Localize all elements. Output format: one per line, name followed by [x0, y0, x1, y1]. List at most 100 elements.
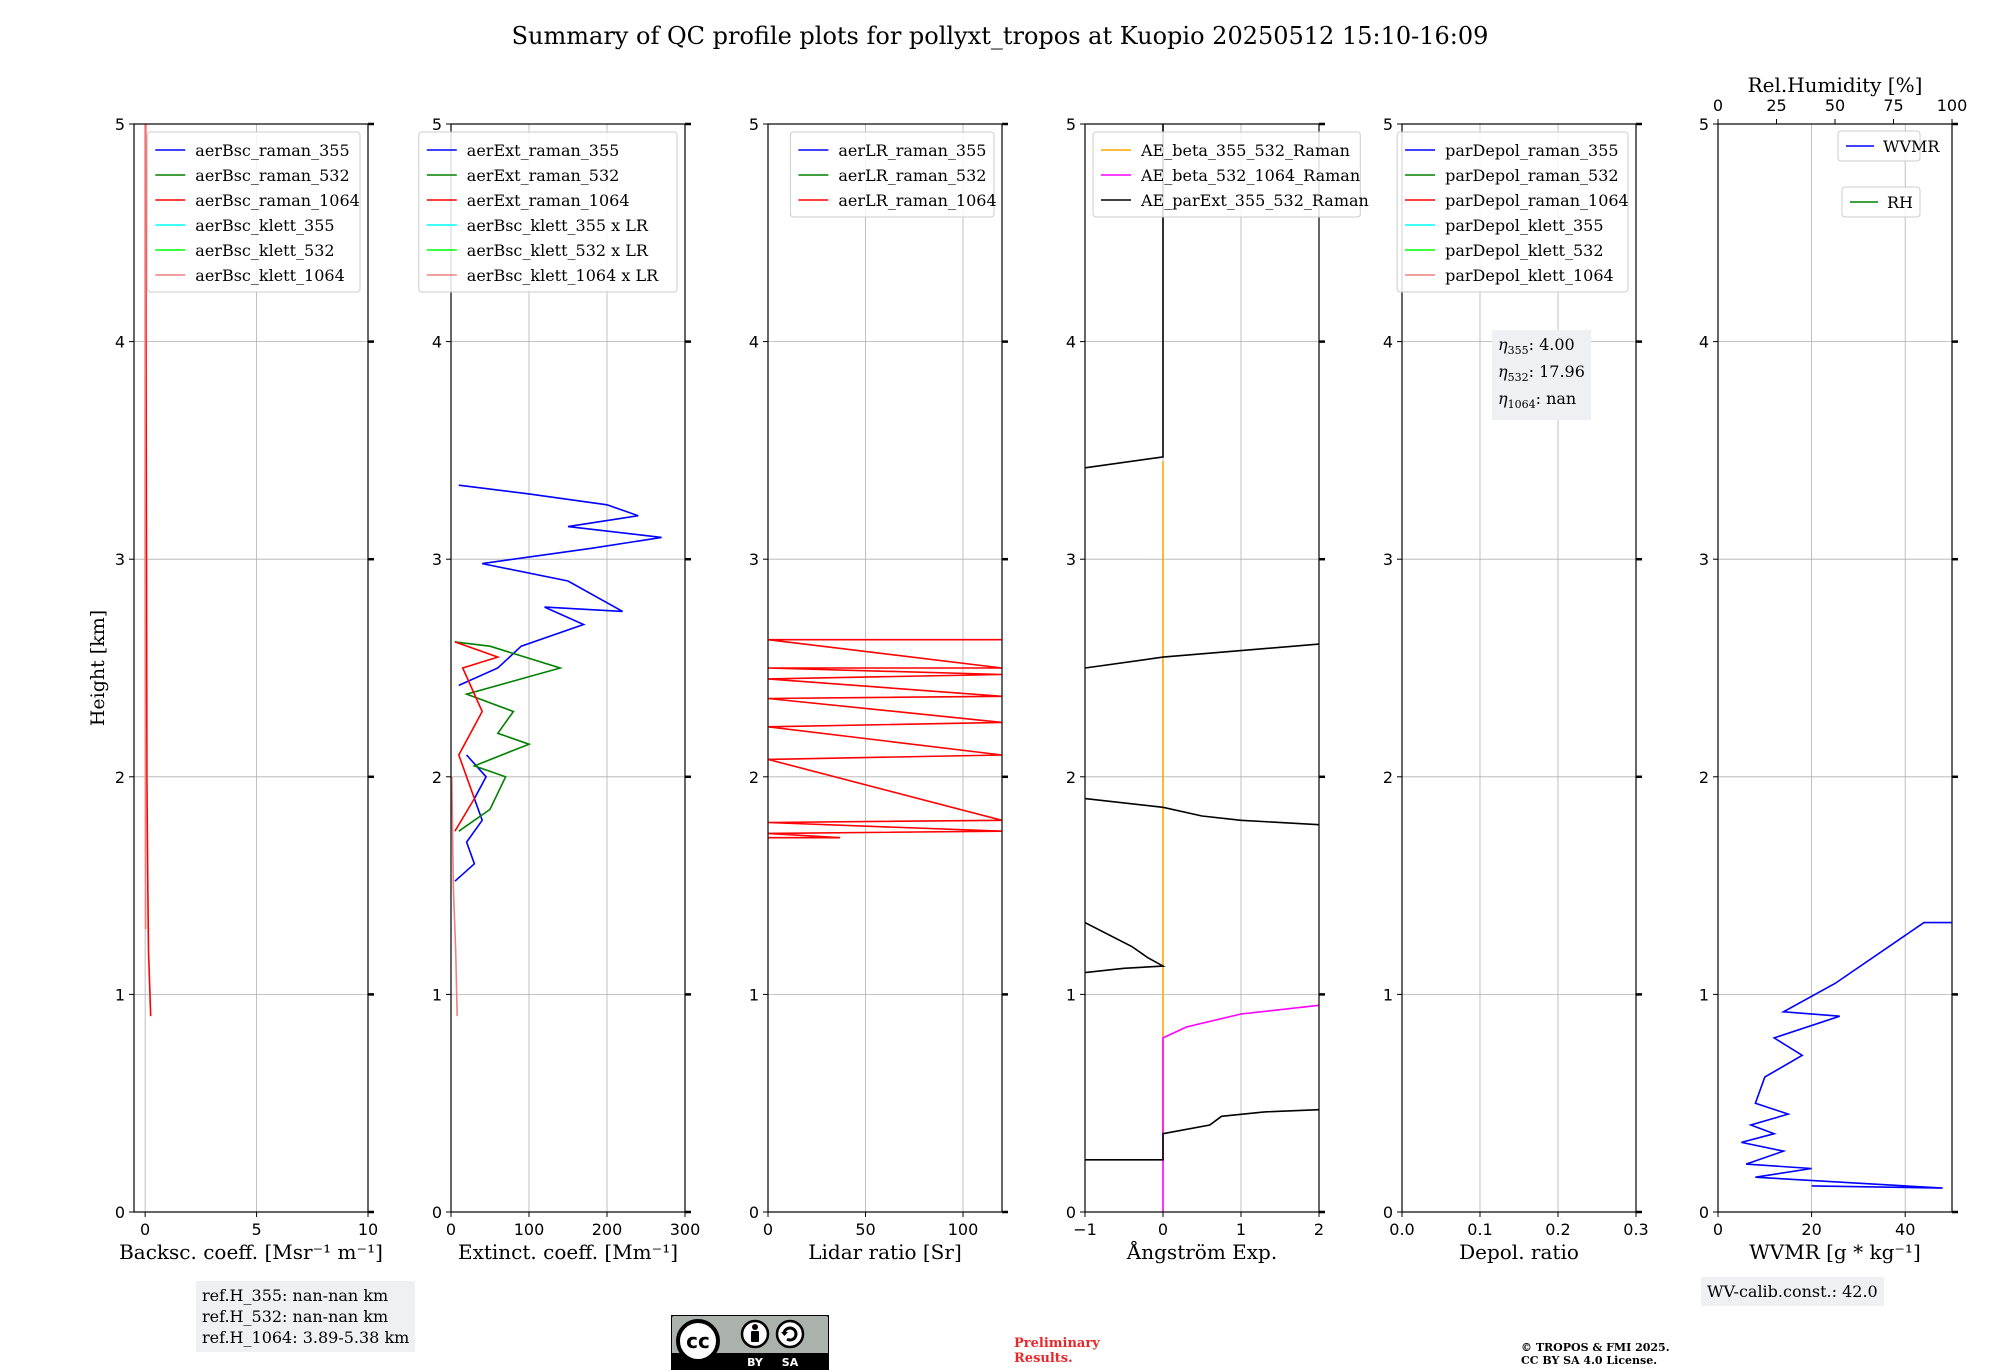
legend-label: aerBsc_klett_532 x LR [467, 241, 649, 260]
legend-label: aerBsc_klett_1064 x LR [467, 266, 659, 285]
eta-532-row: η532: 17.96 [1498, 362, 1585, 385]
y-tick-label: 1 [115, 985, 125, 1004]
legend-label: AE_beta_532_1064_Raman [1140, 166, 1360, 185]
preliminary-note: Preliminary Results. [1014, 1336, 1100, 1366]
legend-box [146, 131, 361, 293]
legend-box [1841, 186, 1921, 218]
x-tick-label: 200 [592, 1220, 623, 1239]
eta-355-value: 4.00 [1539, 335, 1575, 354]
y-tick-label: 1 [1699, 985, 1709, 1004]
legend-label: aerExt_raman_1064 [467, 191, 630, 210]
wv-calibration-box: WV-calib.const.: 42.0 [1701, 1277, 1884, 1306]
y-tick-label: 1 [749, 985, 759, 1004]
refh-532-label: ref.H_532: nan-nan km [202, 1307, 389, 1326]
eta-532-value: 17.96 [1539, 362, 1585, 382]
legend-label: WVMR [1883, 137, 1940, 156]
y-tick-label: 2 [432, 768, 442, 787]
eta-1064-row: η1064: nan [1498, 389, 1577, 412]
eta-1064-value: nan [1546, 389, 1577, 409]
legend-label: aerBsc_klett_355 x LR [467, 216, 649, 235]
y-axis-label: Height [km] [87, 610, 109, 726]
series-line-0 [768, 638, 1002, 839]
legend-box [1396, 131, 1629, 293]
svg-text:cc: cc [686, 1329, 710, 1353]
top-x-tick-label: 0 [1713, 96, 1723, 115]
x-tick-label: 0 [763, 1220, 773, 1239]
y-tick-label: 2 [115, 768, 125, 787]
x-axis-label: Backsc. coeff. [Msr⁻¹ m⁻¹] [119, 1240, 383, 1264]
x-axis-label: Depol. ratio [1459, 1240, 1579, 1264]
x-tick-label: 10 [358, 1220, 378, 1239]
panel-depol: 0.0 0.1 0.2 0.3 0 1 2 3 4 5 Depol. ratio parDepol_r… [1383, 115, 1649, 1264]
figure-title: Summary of QC profile plots for pollyxt_… [511, 22, 1489, 50]
y-tick-label: 5 [1383, 115, 1393, 134]
y-tick-label: 3 [432, 550, 442, 569]
legend-box [1092, 131, 1361, 218]
x-tick-label: 0 [1158, 1220, 1168, 1239]
series-line-3 [1085, 921, 1166, 974]
eta-355-row: η355: 4.00 [1498, 335, 1575, 358]
y-tick-label: 2 [1699, 768, 1709, 787]
legend-label: aerBsc_klett_532 [195, 241, 334, 260]
cc-sa-label: SA [782, 1356, 799, 1369]
series-line-1 [144, 124, 147, 930]
x-tick-label: 0.1 [1467, 1220, 1492, 1239]
y-tick-label: 5 [1699, 115, 1709, 134]
preliminary-line-2: Results. [1014, 1351, 1073, 1366]
x-tick-label: 40 [1895, 1220, 1915, 1239]
top-x-tick-label: 75 [1883, 96, 1903, 115]
x-tick-label: 1 [1236, 1220, 1246, 1239]
legend-label: parDepol_raman_532 [1445, 166, 1618, 185]
series-line-1 [1162, 1004, 1319, 1212]
series-line-4 [1085, 797, 1319, 826]
legend-label: aerBsc_klett_1064 [195, 266, 344, 285]
y-tick-label: 5 [432, 115, 442, 134]
series-line-5 [1085, 643, 1319, 669]
y-tick-label: 0 [1383, 1203, 1393, 1222]
y-tick-label: 2 [1383, 768, 1393, 787]
y-tick-label: 3 [1066, 550, 1076, 569]
x-tick-label: 0.2 [1545, 1220, 1570, 1239]
series-line-0 [1741, 921, 1952, 1189]
top-x-tick-label: 25 [1766, 96, 1786, 115]
cc-by-label: BY [747, 1356, 764, 1369]
y-tick-label: 0 [432, 1203, 442, 1222]
share-alike-icon [775, 1319, 805, 1349]
legend-label: parDepol_klett_532 [1445, 241, 1603, 260]
y-tick-label: 4 [115, 333, 125, 352]
legend-label: aerLR_raman_532 [838, 166, 986, 185]
x-axis-label: Ångström Exp. [1126, 1239, 1277, 1264]
legend-label: parDepol_klett_355 [1445, 216, 1603, 235]
legend-box [1837, 130, 1921, 162]
x-tick-label: 100 [514, 1220, 545, 1239]
legend-label: AE_beta_355_532_Raman [1140, 141, 1350, 160]
top-x-tick-label: 50 [1825, 96, 1845, 115]
copyright-note: © TROPOS & FMI 2025. CC BY SA 4.0 Licens… [1521, 1341, 1670, 1367]
x-axis-label: Lidar ratio [Sr] [808, 1240, 962, 1264]
x-tick-label: 300 [670, 1220, 701, 1239]
plot-frame [767, 123, 1003, 1213]
legend-label: parDepol_raman_355 [1445, 141, 1618, 160]
refh-355-label: ref.H_355: nan-nan km [202, 1286, 389, 1305]
plot-frame [133, 123, 369, 1213]
legend-label: aerBsc_raman_532 [195, 166, 349, 185]
top-x-tick-label: 100 [1937, 96, 1968, 115]
preliminary-line-1: Preliminary [1014, 1336, 1100, 1351]
legend-label: aerExt_raman_532 [467, 166, 620, 185]
x-axis-label: WVMR [g * kg⁻¹] [1749, 1240, 1921, 1264]
y-tick-label: 0 [115, 1203, 125, 1222]
legend-label: AE_parExt_355_532_Raman [1140, 191, 1369, 210]
plot-frame [1401, 123, 1637, 1213]
y-tick-label: 1 [1383, 985, 1393, 1004]
y-tick-label: 3 [115, 550, 125, 569]
legend-label: parDepol_raman_1064 [1445, 191, 1629, 210]
panel-lidar-ratio: 0 50 100 0 1 2 3 4 5 Lidar ratio [Sr] aerLR_raman_… [749, 115, 1008, 1264]
refh-1064-label: ref.H_1064: 3.89-5.38 km [202, 1328, 410, 1347]
y-tick-label: 2 [749, 768, 759, 787]
series-line-0 [454, 754, 488, 882]
y-tick-label: 1 [432, 985, 442, 1004]
legend-label: RH [1887, 193, 1913, 212]
y-tick-label: 2 [1066, 768, 1076, 787]
